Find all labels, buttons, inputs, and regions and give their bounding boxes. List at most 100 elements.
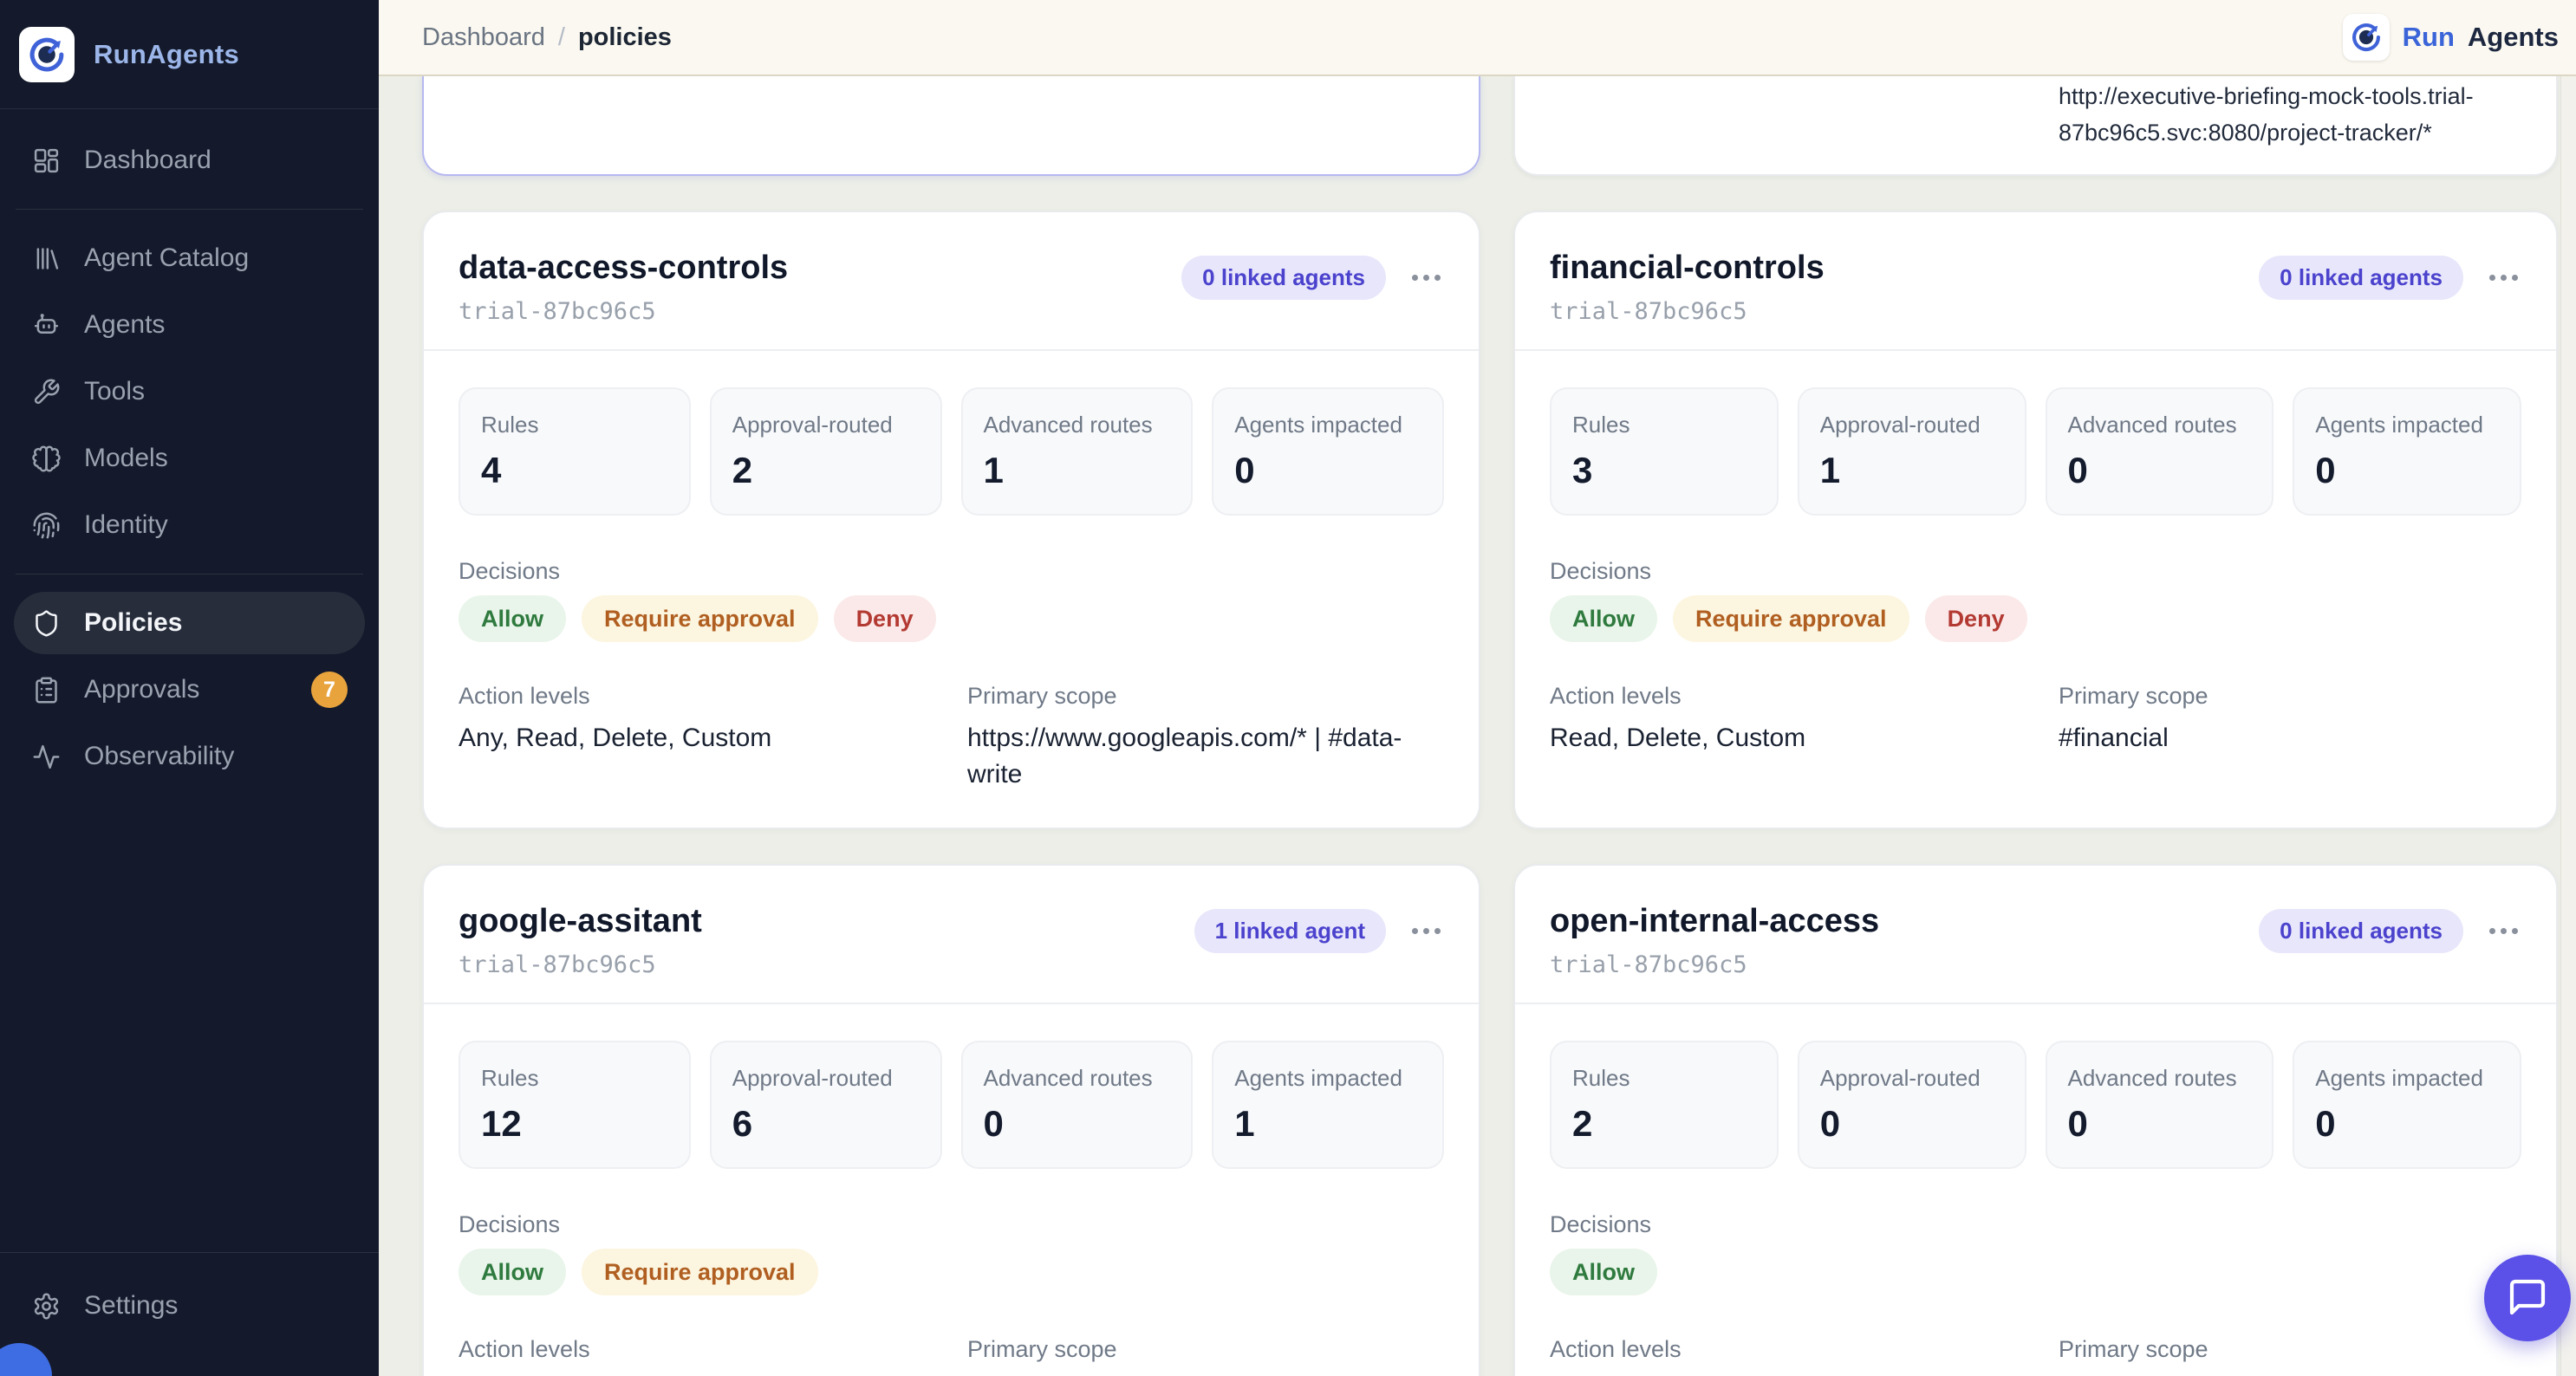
chat-bubble-icon	[2507, 1276, 2548, 1321]
breadcrumb-separator: /	[557, 23, 565, 51]
brand-agents-word: Agents	[2467, 22, 2559, 52]
card-menu-button[interactable]	[2486, 266, 2521, 289]
action-levels-block: Action levels Read, Custom	[459, 1335, 967, 1376]
stat-label: Rules	[1572, 412, 1630, 438]
card-menu-button[interactable]	[1408, 266, 1444, 289]
decision-chip-deny: Deny	[1924, 595, 2027, 642]
stat-label: Advanced routes	[983, 412, 1153, 438]
policy-stats: Rules 3 Approval-routed 1 Advanced route…	[1550, 387, 2521, 516]
ellipsis-icon	[1412, 275, 1418, 281]
policy-card-partial-right[interactable]: http://executive-briefing-mock-tools.tri…	[1513, 76, 2558, 176]
stat-value: 2	[732, 450, 753, 490]
decisions-label: Decisions	[1550, 558, 1652, 584]
policy-card-partial-left[interactable]	[422, 76, 1480, 176]
decision-chips: Allow Require approval	[459, 1249, 1444, 1295]
policy-card-body: Rules 3 Approval-routed 1 Advanced route…	[1515, 349, 2556, 791]
stat-label: Agents impacted	[1234, 412, 1402, 438]
policy-grid: http://executive-briefing-mock-tools.tri…	[422, 76, 2560, 1376]
policy-card-google-assitant[interactable]: google-assitant trial-87bc96c5 1 linked …	[422, 864, 1480, 1376]
stat-agents-impacted: Agents impacted 0	[2293, 1041, 2521, 1169]
sidebar-item-label: Dashboard	[84, 146, 211, 174]
sidebar-item-agents[interactable]: Agents	[14, 294, 365, 356]
sidebar-item-dashboard[interactable]: Dashboard	[14, 129, 365, 191]
sidebar-item-settings[interactable]: Settings	[14, 1275, 365, 1337]
action-levels-value: Any, Read, Delete, Custom	[459, 724, 772, 752]
models-icon	[31, 444, 61, 473]
topbar-brand[interactable]: Run Agents	[2342, 14, 2559, 61]
sidebar-nav: Dashboard Agent Catalog Agents Tools Mod…	[0, 109, 379, 792]
card-menu-button[interactable]	[1408, 919, 1444, 943]
sidebar-item-agent-catalog[interactable]: Agent Catalog	[14, 227, 365, 289]
stat-approval-routed: Approval-routed 0	[1797, 1041, 2026, 1169]
policy-card-data-access-controls[interactable]: data-access-controls trial-87bc96c5 0 li…	[422, 211, 1480, 829]
policy-stats: Rules 4 Approval-routed 2 Advanced route…	[459, 387, 1444, 516]
action-levels-block: Action levels Read, Delete, Custom	[1550, 682, 2059, 756]
policies-content: http://executive-briefing-mock-tools.tri…	[379, 76, 2576, 1376]
identity-icon	[31, 510, 61, 540]
scrollbar-track[interactable]	[2560, 76, 2576, 1376]
sidebar-item-identity[interactable]: Identity	[14, 494, 365, 556]
chat-fab-button[interactable]	[2484, 1255, 2571, 1341]
decision-chips: Allow Require approval Deny	[459, 595, 1444, 642]
approvals-count-badge: 7	[311, 672, 348, 708]
breadcrumb: Dashboard / policies	[422, 23, 672, 52]
stat-value: 3	[1572, 450, 1593, 490]
sidebar-item-policies[interactable]: Policies	[14, 592, 365, 654]
observability-icon	[31, 742, 61, 771]
stat-value: 1	[983, 450, 1004, 490]
policy-info: Action levels Any Primary scope https://…	[1550, 1335, 2521, 1376]
action-levels-label: Action levels	[1550, 683, 1682, 709]
decision-chip-require-approval: Require approval	[1673, 595, 1909, 642]
decision-chip-allow: Allow	[459, 595, 566, 642]
stat-label: Approval-routed	[1819, 412, 1981, 438]
sidebar-item-models[interactable]: Models	[14, 427, 365, 490]
stat-rules: Rules 2	[1550, 1041, 1779, 1169]
stat-value: 0	[1234, 450, 1255, 490]
topbar: Dashboard / policies Run Agents	[379, 0, 2576, 76]
sidebar-item-label: Tools	[84, 377, 146, 406]
card-menu-button[interactable]	[2486, 919, 2521, 943]
stat-advanced-routes: Advanced routes 0	[2045, 1041, 2274, 1169]
stat-rules: Rules 12	[459, 1041, 691, 1169]
decision-chip-allow: Allow	[459, 1249, 566, 1295]
policy-info: Action levels Read, Delete, Custom Prima…	[1550, 682, 2521, 756]
policy-card-body: Rules 2 Approval-routed 0 Advanced route…	[1515, 1003, 2556, 1376]
stat-label: Rules	[1572, 1065, 1630, 1091]
sidebar-item-label: Agents	[84, 310, 166, 339]
policy-card-actions: 0 linked agents	[2259, 249, 2521, 300]
policy-title: open-internal-access	[1550, 903, 1880, 939]
decision-chip-allow: Allow	[1550, 595, 1657, 642]
stat-advanced-routes: Advanced routes 1	[960, 387, 1194, 516]
action-levels-block: Action levels Any, Read, Delete, Custom	[459, 682, 967, 793]
primary-scope-block: Primary scope https://slack.com/* | http…	[2059, 1335, 2521, 1376]
ellipsis-icon	[2489, 928, 2495, 934]
decision-chip-require-approval: Require approval	[582, 595, 818, 642]
runagents-logo-icon	[19, 26, 75, 82]
stat-label: Approval-routed	[1819, 1065, 1981, 1091]
policy-card-open-internal-access[interactable]: open-internal-access trial-87bc96c5 0 li…	[1513, 864, 2558, 1376]
stat-label: Advanced routes	[983, 1065, 1153, 1091]
policy-card-actions: 1 linked agent	[1194, 902, 1444, 953]
primary-scope-label: Primary scope	[967, 683, 1117, 709]
stat-approval-routed: Approval-routed 6	[709, 1041, 942, 1169]
sidebar-item-approvals[interactable]: Approvals 7	[14, 659, 365, 721]
sidebar-item-observability[interactable]: Observability	[14, 725, 365, 788]
main-area: Dashboard / policies Run Agents http://e…	[379, 0, 2576, 1376]
decisions-label: Decisions	[459, 558, 561, 584]
breadcrumb-root[interactable]: Dashboard	[422, 23, 545, 51]
policy-card-header: financial-controls trial-87bc96c5 0 link…	[1515, 212, 2556, 349]
decision-chip-deny: Deny	[833, 595, 936, 642]
brand-run-word: Run	[2402, 22, 2455, 52]
action-levels-label: Action levels	[459, 1336, 590, 1362]
tools-icon	[31, 377, 61, 406]
sidebar-item-tools[interactable]: Tools	[14, 360, 365, 423]
stat-label: Advanced routes	[2067, 1065, 2237, 1091]
sidebar-item-label: Approvals	[84, 675, 200, 704]
sidebar-footer: Settings	[0, 1252, 379, 1376]
policy-card-header: data-access-controls trial-87bc96c5 0 li…	[424, 212, 1479, 349]
policy-title: data-access-controls	[459, 250, 789, 286]
policies-icon	[31, 608, 61, 638]
policy-card-financial-controls[interactable]: financial-controls trial-87bc96c5 0 link…	[1513, 211, 2558, 829]
linked-agents-badge: 0 linked agents	[1181, 256, 1386, 300]
approvals-icon	[31, 675, 61, 704]
